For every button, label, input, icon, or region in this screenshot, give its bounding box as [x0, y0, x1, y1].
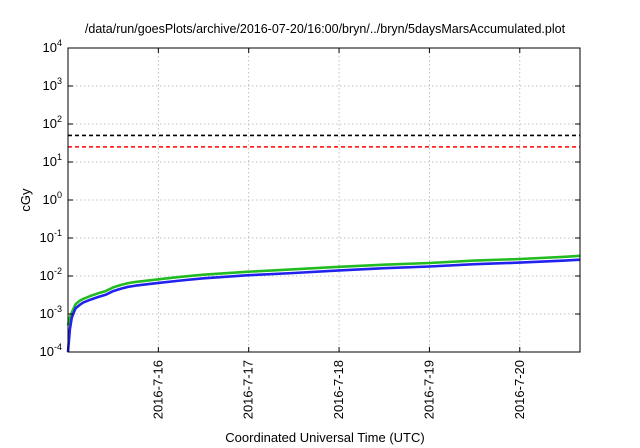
series-line: [66, 254, 581, 326]
x-tick-label: 2016-7-18: [331, 360, 346, 419]
series-group: [66, 254, 581, 353]
chart-title: /data/run/goesPlots/archive/2016-07-20/1…: [85, 22, 566, 36]
x-tick-label: 2016-7-17: [241, 360, 256, 419]
y-tick-exponent: 0: [57, 190, 62, 200]
y-tick-label: 101: [43, 152, 62, 169]
y-tick-exponent: -4: [54, 342, 62, 352]
y-tick-exponent: -1: [54, 228, 62, 238]
x-tick-label: 2016-7-19: [421, 360, 436, 419]
series-line: [66, 258, 581, 353]
y-tick-exponent: 1: [57, 152, 62, 162]
y-tick-label: 102: [43, 114, 62, 131]
y-tick-exponent: 3: [57, 76, 62, 86]
y-tick-exponent: 4: [57, 38, 62, 48]
grid: [68, 48, 580, 352]
reference-lines: [68, 134, 580, 148]
y-tick-label: 10-2: [40, 266, 62, 283]
y-tick-label: 100: [43, 190, 62, 207]
y-tick-label: 10-3: [40, 304, 62, 321]
y-tick-exponent: -3: [54, 304, 62, 314]
y-axis-label: cGy: [18, 188, 33, 212]
y-tick-label: 10-1: [40, 228, 62, 245]
y-tick-label: 103: [43, 76, 62, 93]
x-tick-label: 2016-7-16: [150, 360, 165, 419]
x-axis: 2016-7-16 2016-7-17 2016-7-18 2016-7-19 2016…: [150, 48, 527, 419]
y-tick-exponent: -2: [54, 266, 62, 276]
y-tick-label: 10-4: [40, 342, 62, 359]
x-axis-label: Coordinated Universal Time (UTC): [225, 430, 424, 445]
y-tick-exponent: 2: [57, 114, 62, 124]
y-tick-label: 104: [43, 38, 62, 55]
x-tick-label: 2016-7-20: [512, 360, 527, 419]
